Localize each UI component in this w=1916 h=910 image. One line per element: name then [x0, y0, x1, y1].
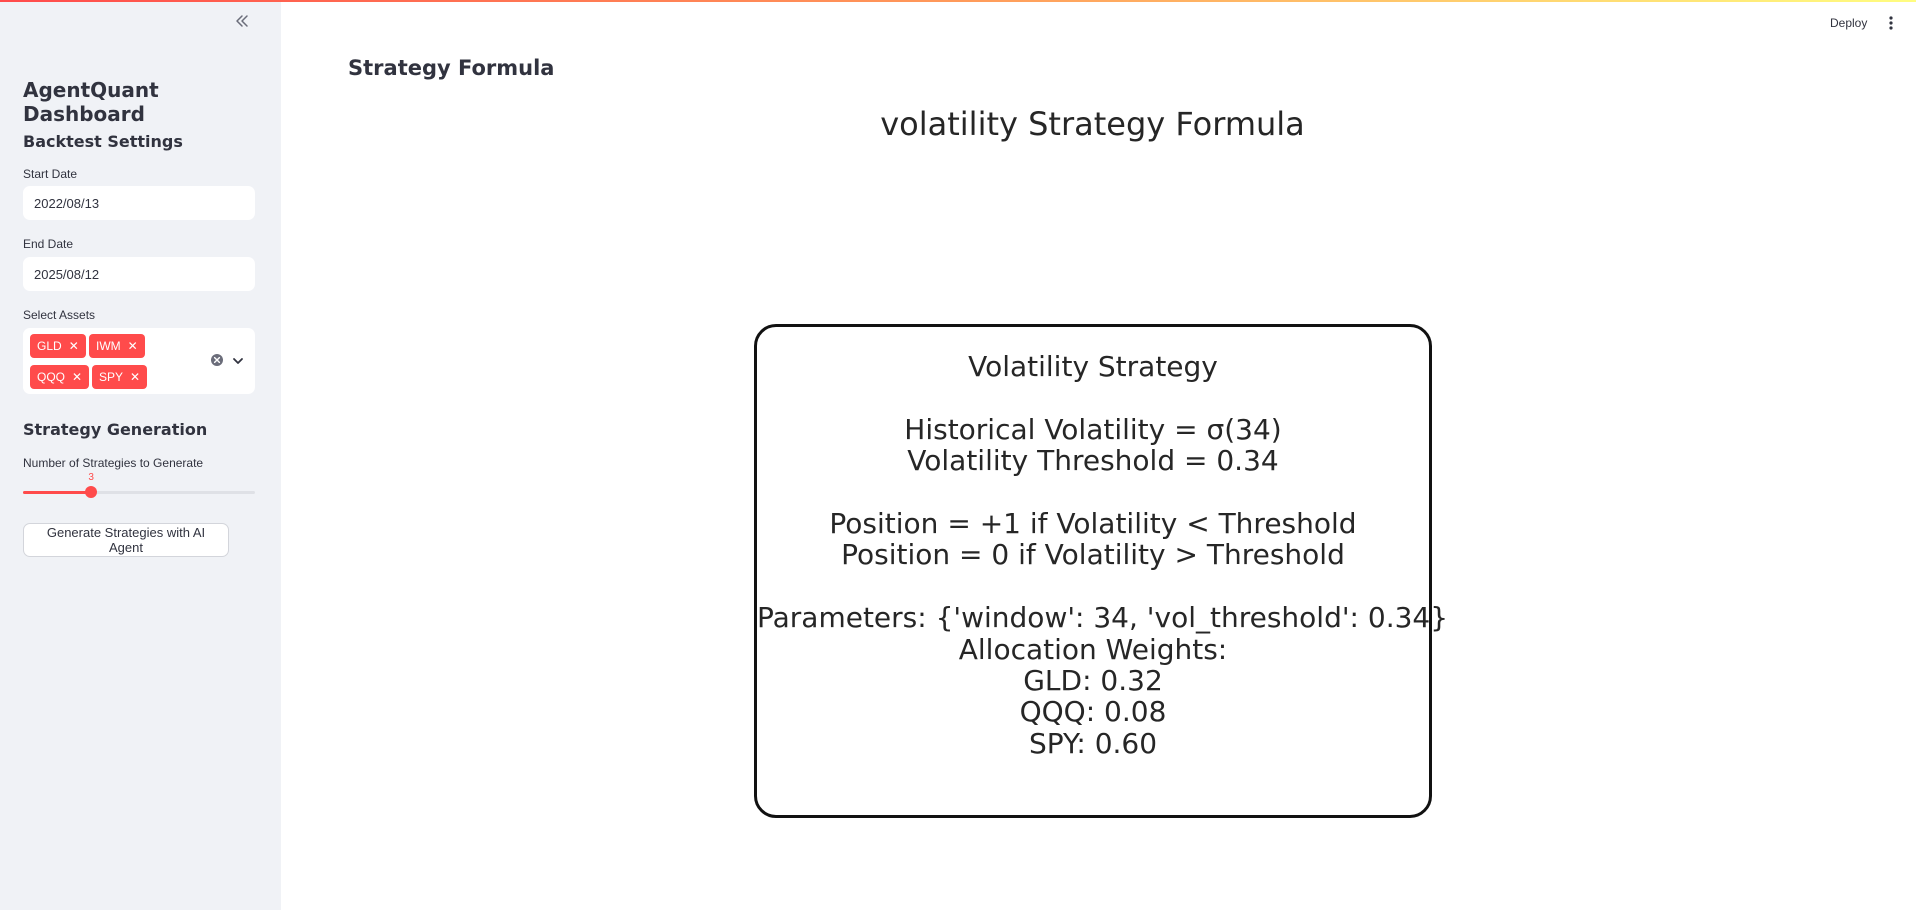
- remove-tag-icon[interactable]: ✕: [68, 339, 79, 353]
- formula-line: Allocation Weights:: [958, 632, 1228, 666]
- formula-line: SPY: 0.60: [1028, 726, 1158, 760]
- slider-fill: [23, 491, 92, 494]
- clear-selection-icon[interactable]: [210, 353, 224, 367]
- asset-tag-label: GLD: [37, 339, 62, 353]
- asset-tag-label: SPY: [99, 370, 124, 384]
- chevron-down-icon[interactable]: [230, 353, 246, 369]
- strategy-formula-figure: volatility Strategy Formula Volatility S…: [700, 95, 1485, 845]
- start-date-input[interactable]: 2022/08/13: [23, 186, 255, 220]
- asset-tag-spy[interactable]: SPY ✕: [92, 365, 148, 389]
- num-strategies-slider-track[interactable]: [23, 491, 255, 494]
- collapse-sidebar-button[interactable]: [231, 12, 253, 34]
- top-accent-bar: [0, 0, 1916, 2]
- formula-line: QQQ: 0.08: [1019, 695, 1167, 729]
- remove-tag-icon[interactable]: ✕: [72, 370, 83, 384]
- asset-tag-gld[interactable]: GLD ✕: [30, 334, 86, 358]
- formula-line: Position = 0 if Volatility > Threshold: [841, 538, 1345, 572]
- page-title: Strategy Formula: [348, 56, 555, 80]
- asset-tag-label: QQQ: [37, 370, 66, 384]
- formula-box: Volatility Strategy Historical Volatility…: [754, 324, 1449, 818]
- figure-title: volatility Strategy Formula: [880, 105, 1305, 143]
- vertical-dots-icon[interactable]: [1883, 14, 1899, 32]
- double-chevron-left-icon: [234, 13, 250, 34]
- asset-tag-qqq[interactable]: QQQ ✕: [30, 365, 90, 389]
- assets-multiselect[interactable]: GLD ✕ IWM ✕ QQQ ✕ SPY ✕: [23, 328, 255, 394]
- formula-line: GLD: 0.32: [1023, 664, 1163, 697]
- app-title: AgentQuant Dashboard: [23, 78, 159, 126]
- formula-line: Historical Volatility = σ(34): [904, 412, 1282, 446]
- select-assets-label: Select Assets: [23, 308, 96, 322]
- sidebar: AgentQuant Dashboard Backtest Settings S…: [0, 0, 281, 910]
- formula-line: Parameters: {'window': 34, 'vol_threshol…: [757, 601, 1449, 635]
- asset-tag-label: IWM: [96, 339, 121, 353]
- formula-line: Position = +1 if Volatility < Threshold: [829, 507, 1357, 540]
- backtest-settings-heading: Backtest Settings: [23, 132, 183, 151]
- slider-value: 3: [88, 472, 94, 483]
- formula-line: Volatility Threshold = 0.34: [907, 444, 1279, 478]
- remove-tag-icon[interactable]: ✕: [130, 370, 141, 384]
- end-date-label: End Date: [23, 237, 74, 251]
- asset-tag-iwm[interactable]: IWM ✕: [89, 334, 145, 358]
- remove-tag-icon[interactable]: ✕: [127, 339, 138, 353]
- num-strategies-label: Number of Strategies to Generate: [23, 456, 204, 470]
- deploy-button[interactable]: Deploy: [1830, 16, 1868, 30]
- end-date-input[interactable]: 2025/08/12: [23, 257, 255, 291]
- formula-line: Volatility Strategy: [968, 350, 1218, 383]
- generate-strategies-button[interactable]: Generate Strategies with AI Agent: [23, 523, 229, 557]
- strategy-generation-heading: Strategy Generation: [23, 420, 208, 439]
- slider-thumb[interactable]: [85, 486, 98, 498]
- start-date-label: Start Date: [23, 167, 78, 181]
